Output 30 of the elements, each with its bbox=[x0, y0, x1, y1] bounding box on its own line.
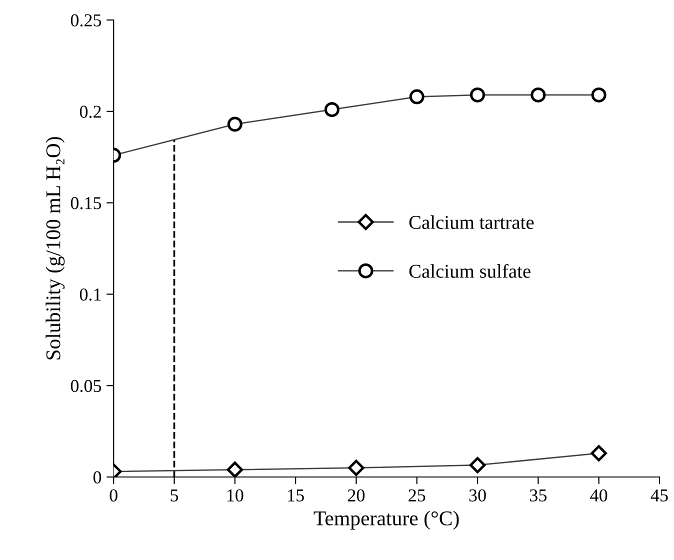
y-tick-label: 0 bbox=[93, 471, 102, 484]
point bbox=[470, 87, 486, 102]
legend-label: Calcium sulfate bbox=[409, 264, 530, 278]
point bbox=[409, 89, 424, 104]
y-tick-label: 0.25 bbox=[70, 14, 102, 27]
x-axis-title: Temperature (°C) bbox=[314, 510, 459, 530]
point bbox=[226, 462, 244, 477]
point bbox=[591, 87, 606, 102]
x-tick-label: 45 bbox=[650, 489, 668, 502]
y-axis-title: Solubility (g/100 mL H₂O) bbox=[46, 137, 65, 360]
point bbox=[324, 102, 340, 118]
y-tick-label: 0.05 bbox=[70, 380, 102, 392]
x-tick-label: 15 bbox=[288, 489, 304, 502]
x-tick-label: 0 bbox=[110, 489, 118, 502]
point bbox=[590, 445, 607, 462]
point bbox=[469, 456, 486, 474]
x-tick-label: 35 bbox=[530, 489, 547, 502]
x-tick-label: 20 bbox=[348, 489, 365, 502]
y-tick-label: 0.2 bbox=[80, 106, 101, 118]
y-tick-label: 0.1 bbox=[80, 288, 101, 301]
x-tick-label: 5 bbox=[170, 490, 178, 502]
point bbox=[530, 87, 546, 102]
x-tick-label: 10 bbox=[227, 489, 244, 502]
y-tick-label: 0.15 bbox=[70, 197, 102, 210]
legend-label: Calcium tartrate bbox=[409, 215, 534, 229]
point bbox=[227, 116, 242, 132]
x-tick-label: 25 bbox=[408, 489, 426, 502]
x-tick-label: 30 bbox=[469, 489, 486, 502]
x-tick-label: 40 bbox=[590, 489, 608, 502]
point bbox=[348, 460, 364, 476]
